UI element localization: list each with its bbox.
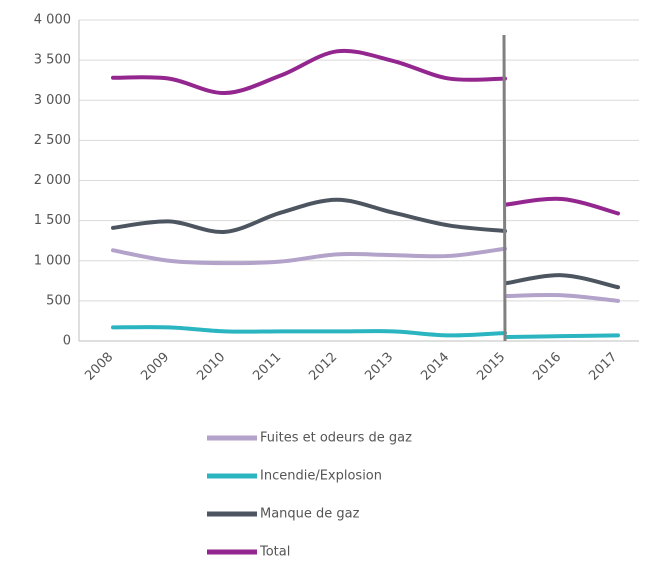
legend-label: Fuites et odeurs de gaz	[260, 431, 412, 446]
series-line	[111, 246, 507, 266]
legend-label: Manque de gaz	[260, 507, 360, 522]
y-tick-label: 0	[63, 334, 71, 349]
series-line	[504, 196, 620, 216]
break-line	[502, 34, 507, 342]
series-line	[504, 273, 620, 290]
y-tick-label: 2 000	[34, 173, 71, 188]
series-line	[111, 325, 507, 338]
x-tick-label: 2016	[530, 350, 564, 384]
series-line	[504, 293, 620, 303]
x-tick-label: 2011	[250, 350, 284, 384]
y-tick-label: 1 000	[34, 253, 71, 268]
series-line	[504, 333, 620, 339]
x-tick-label: 2017	[586, 350, 620, 384]
y-tick-label: 3 000	[34, 93, 71, 108]
x-tick-label: 2012	[306, 350, 340, 384]
y-tick-label: 4 000	[34, 13, 71, 28]
y-tick-label: 3 500	[34, 53, 71, 68]
y-tick-label: 500	[46, 293, 71, 308]
x-tick-label: 2008	[82, 350, 116, 384]
x-tick-label: 2014	[418, 350, 452, 384]
x-tick-label: 2015	[474, 350, 508, 384]
x-tick-label: 2009	[138, 350, 172, 384]
series-line	[111, 197, 507, 234]
y-tick-label: 2 500	[34, 133, 71, 148]
legend-label: Incendie/Explosion	[260, 469, 382, 484]
y-tick-label: 1 500	[34, 213, 71, 228]
x-tick-label: 2010	[194, 350, 228, 384]
legend-label: Total	[259, 545, 290, 560]
x-tick-label: 2013	[362, 350, 396, 384]
series-line	[111, 48, 507, 96]
